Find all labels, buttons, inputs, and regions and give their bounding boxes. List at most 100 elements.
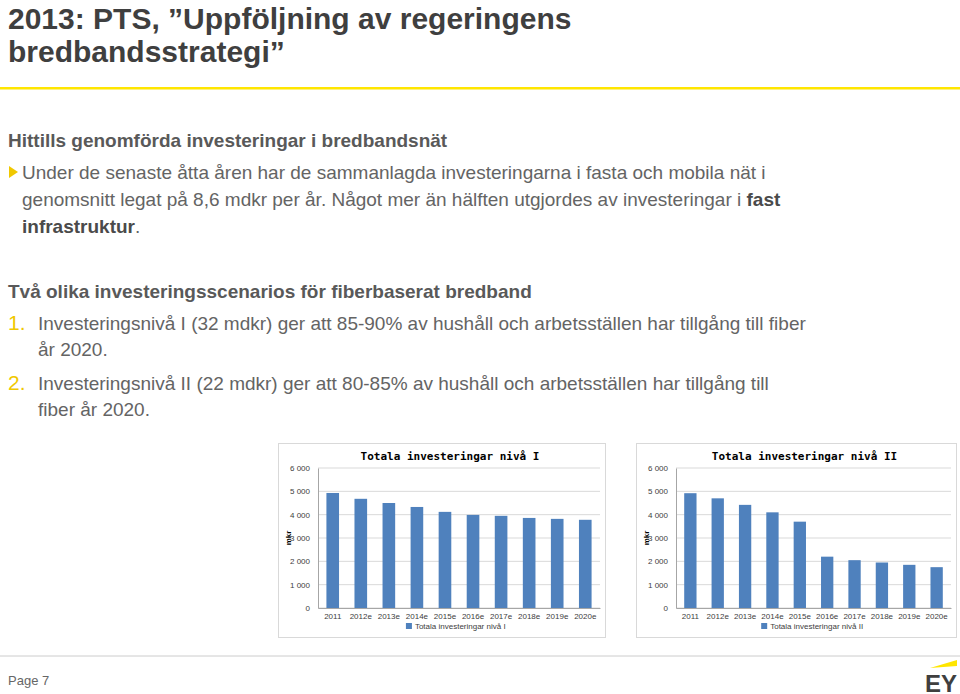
tick: 5 000 <box>648 487 676 496</box>
item-number: 1. <box>8 311 26 334</box>
tick: 6 000 <box>290 464 318 473</box>
tick: 0 <box>306 604 318 613</box>
tick: 2013e <box>734 612 757 621</box>
grid-line <box>676 468 951 469</box>
legend-label: Totala investeringar nivå I <box>415 622 506 631</box>
tick: 2016e <box>462 612 485 621</box>
bullet-marker <box>9 166 18 178</box>
x-axis: 2011 2012e 2013e 2014e 2015e 2016e 2017e 2018e 2… <box>677 609 952 621</box>
tick: 2014e <box>406 612 429 621</box>
bullet-run: . <box>135 216 140 237</box>
bar <box>354 499 367 608</box>
tick-label: 3 000 <box>290 534 311 543</box>
bar <box>551 519 564 608</box>
item-number: 2. <box>8 371 26 394</box>
item-line: Investeringsnivå II (22 mdkr) ger att 80… <box>38 373 769 394</box>
tick: 2011 <box>682 612 700 621</box>
tick-label: 2 000 <box>290 557 311 566</box>
tick-label: 2014e <box>761 612 784 621</box>
tick: 0 <box>664 604 676 613</box>
bar <box>523 518 536 608</box>
chart-title: Totala investeringar nivå I <box>361 450 540 463</box>
chart: 0 1 000 2 000 3 000 4 000 5 000 6 000 2011 2012e… <box>637 444 957 638</box>
tick: 2012e <box>350 612 373 621</box>
bullet-run: Under de senaste åtta åren har de samman… <box>22 162 766 183</box>
tick: 2018e <box>871 612 894 621</box>
tick-label: 2019e <box>546 612 569 621</box>
bullet-run: fast <box>747 189 781 210</box>
heading: Två olika investeringsscenarios för fibe… <box>8 281 532 302</box>
legend-swatch <box>406 623 412 629</box>
tick-label: 2013e <box>734 612 757 621</box>
axis-line <box>676 469 677 609</box>
tick-label: 6 000 <box>648 464 669 473</box>
tick-label: 2016e <box>816 612 839 621</box>
logo: EY <box>925 670 957 694</box>
tick: 2012e <box>707 612 730 621</box>
tick-label: 2015e <box>789 612 812 621</box>
bar <box>739 505 751 608</box>
chart-frame <box>637 444 957 638</box>
y-axis: 0 1 000 2 000 3 000 4 000 5 000 6 000 <box>648 464 677 613</box>
footer-rule <box>0 656 960 657</box>
logo-beam <box>930 660 957 668</box>
bar <box>766 512 778 608</box>
tick: 2011 <box>324 612 342 621</box>
title-rule <box>0 87 960 90</box>
tick-label: 2017e <box>843 612 866 621</box>
tick-label: 2020e <box>574 612 597 621</box>
tick-label: 6 000 <box>290 464 311 473</box>
slide: 2013: PTS, ”Uppföljning av regeringensbr… <box>0 0 960 694</box>
tick-label: 2018e <box>871 612 894 621</box>
tick-label: 5 000 <box>290 487 311 496</box>
tick: 1 000 <box>290 581 318 590</box>
axis-title: mkr <box>284 531 293 546</box>
tick: 2020e <box>574 612 597 621</box>
tick: 2020e <box>926 612 949 621</box>
tick-label: 0 <box>306 604 311 613</box>
bar <box>903 565 915 608</box>
item-line: år 2020. <box>38 339 108 360</box>
grid-line <box>318 491 600 492</box>
bar <box>794 522 806 608</box>
bar <box>712 498 724 608</box>
tick: 2015e <box>789 612 812 621</box>
tick: 2 000 <box>648 557 676 566</box>
bullet-line: infrastruktur. <box>22 216 140 237</box>
tick-label: 1 000 <box>648 581 669 590</box>
tick-label: 1 000 <box>290 581 311 590</box>
tick-label: 2020e <box>926 612 949 621</box>
tick-label: 2017e <box>490 612 513 621</box>
tick-label: 2018e <box>518 612 541 621</box>
tick: 5 000 <box>290 487 318 496</box>
bar <box>684 493 696 608</box>
grid-line <box>676 491 951 492</box>
item-line: Investeringsnivå I (32 mdkr) ger att 85-… <box>38 313 806 334</box>
tick: 6 000 <box>648 464 676 473</box>
tick-label: 3 000 <box>648 534 669 543</box>
item-line: fiber år 2020. <box>38 399 150 420</box>
tick-label: 2012e <box>707 612 730 621</box>
tick-label: 2011 <box>682 612 700 621</box>
tick-label: 4 000 <box>648 511 669 520</box>
legend-swatch <box>761 623 767 629</box>
axis-line <box>677 608 952 609</box>
axis-line <box>318 469 319 609</box>
tick: 2019e <box>546 612 569 621</box>
chart-title: Totala investeringar nivå II <box>712 450 897 463</box>
tick-label: 2019e <box>898 612 921 621</box>
tick: 2019e <box>898 612 921 621</box>
bars <box>326 493 591 608</box>
bar <box>930 567 942 608</box>
bar <box>326 493 339 608</box>
bar <box>876 563 888 609</box>
chart-frame <box>279 444 606 638</box>
tick: 2015e <box>434 612 457 621</box>
tick: 3 000 <box>290 534 318 543</box>
bar <box>821 557 833 608</box>
tick: 4 000 <box>290 511 318 520</box>
bullet-line: genomsnitt legat på 8,6 mdkr per år. Någ… <box>22 189 781 210</box>
tick-label: 2012e <box>350 612 373 621</box>
tick: 2 000 <box>290 557 318 566</box>
heading: Hittills genomförda investeringar i bred… <box>8 130 448 151</box>
